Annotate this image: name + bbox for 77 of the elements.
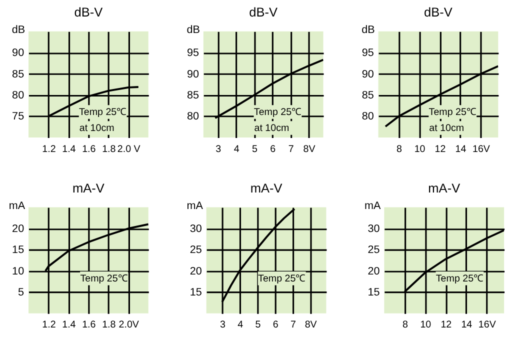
annotation: at 10cm [429,122,464,134]
chart-title: mA-V [250,180,283,196]
y-tick-label: 20 [12,222,24,235]
y-tick-label: 25 [190,244,202,256]
x-tick-label: 1.8 [102,320,116,331]
y-tick-label: 95 [186,47,199,60]
y-tick-label: 95 [362,47,374,60]
y-axis-title: dB [186,24,200,36]
y-tick-label: 20 [368,265,380,278]
x-tick-label: 16V [478,320,496,331]
chart-title: mA-V [428,180,461,196]
y-tick-label: 5 [18,286,24,299]
x-tick-label: 14 [461,320,473,331]
x-tick-label: 1.2 [42,144,56,155]
x-tick-label: 8 [396,144,403,155]
x-tick-label: 1.4 [62,144,76,155]
x-tick-label: 6 [272,320,279,331]
y-tick-label: 90 [362,68,374,80]
x-tick-label: 1.8 [102,144,116,155]
annotation: at 10cm [254,122,290,134]
x-tick-label: 5 [255,320,262,331]
x-tick-label: 7 [290,320,296,331]
y-tick-label: 80 [362,110,374,123]
y-tick-label: 10 [12,265,24,278]
x-tick-label: 1.4 [62,320,76,331]
annotation: Temp 25℃ [258,273,306,284]
x-tick-label: 8V [303,144,316,155]
y-tick-label: 80 [186,110,199,123]
chart-title: mA-V [72,180,105,196]
annotation: at 10cm [79,122,114,134]
x-tick-label: 14 [455,144,467,155]
x-tick-label: 8V [304,320,318,331]
y-tick-label: 85 [12,68,24,80]
x-tick-label: 10 [414,144,426,155]
x-tick-label: 6 [270,144,276,155]
x-tick-label: 12 [434,144,446,155]
chart-title: dB-V [424,4,453,20]
y-axis-title: dB [12,24,26,36]
annotation: Temp 25℃ [79,107,127,118]
y-tick-label: 15 [368,286,380,299]
y-axis-title: mA [364,200,382,212]
y-tick-label: 85 [186,90,199,102]
x-tick-label: 3 [220,320,226,331]
y-tick-label: 90 [12,47,24,60]
annotation: Temp 25℃ [428,107,476,118]
x-tick-label: 12 [440,320,452,331]
y-axis-title: mA [8,200,26,212]
y-tick-label: 85 [362,90,374,102]
x-tick-label: 5 [252,144,258,155]
y-tick-label: 90 [186,68,199,80]
y-tick-label: 15 [190,286,202,299]
x-tick-label: 4 [234,144,240,155]
y-axis-title: mA [186,200,204,212]
y-tick-label: 30 [368,222,380,235]
annotation: Temp 25℃ [80,273,128,284]
x-tick-label: 7 [288,144,294,155]
y-axis-title: dB [362,24,375,36]
x-tick-label: 3 [216,144,222,155]
x-tick-label: 10 [420,320,432,331]
chart-title: dB-V [249,4,278,20]
chart-title: dB-V [74,4,104,20]
x-tick-label: 1.2 [42,320,56,331]
y-tick-label: 25 [368,244,380,256]
x-tick-label: 2.0 V [117,144,141,155]
x-tick-label: 8 [402,320,408,331]
annotation: Temp 25℃ [436,273,484,284]
y-tick-label: 15 [12,244,24,256]
y-tick-label: 30 [190,222,202,235]
y-tick-label: 80 [12,90,24,102]
annotation: Temp 25℃ [254,107,302,118]
x-tick-label: 1.6 [82,320,96,331]
x-tick-label: 4 [238,320,244,331]
y-tick-label: 75 [12,110,24,123]
x-tick-label: 2.0V [118,320,140,331]
x-tick-label: 1.6 [82,144,96,155]
x-tick-label: 16V [472,144,490,155]
y-tick-label: 20 [190,265,202,278]
